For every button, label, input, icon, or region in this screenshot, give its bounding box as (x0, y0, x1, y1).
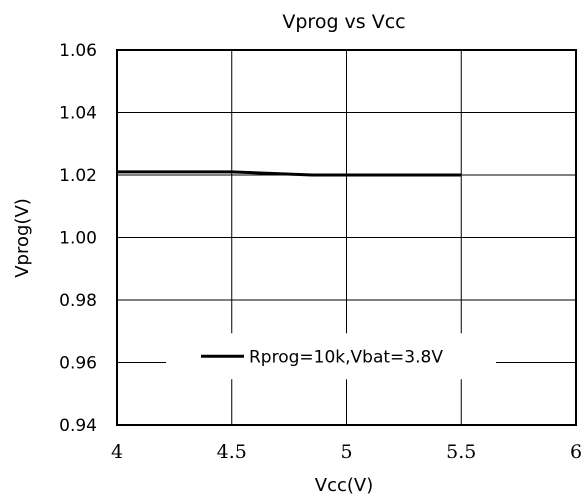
legend-label: Rprog=10k,Vbat=3.8V (249, 347, 443, 367)
y-tick-label: 1.02 (59, 166, 97, 186)
x-tick-label: 5.5 (446, 441, 476, 463)
x-tick-label: 6 (570, 441, 582, 463)
x-tick-label: 5 (340, 441, 352, 463)
y-axis-label: Vprog(V) (12, 198, 33, 278)
x-axis-label: Vcc(V) (315, 475, 373, 496)
y-tick-label: 0.94 (59, 416, 97, 436)
chart-title: Vprog vs Vcc (282, 11, 405, 33)
legend: Rprog=10k,Vbat=3.8V (166, 333, 496, 380)
plot-frame (116, 49, 577, 426)
y-tick-label: 0.96 (59, 354, 97, 374)
y-tick-label: 1.06 (59, 41, 97, 61)
y-tick-label: 0.98 (59, 291, 97, 311)
series-layer (117, 170, 462, 177)
x-tick-label: 4 (111, 441, 123, 463)
tick-layer: 4 4.5 5 5.5 6 0.94 0.96 0.98 1.00 1.02 1.04 1.06 (59, 41, 582, 463)
y-tick-label: 1.00 (59, 229, 97, 249)
series-line (117, 170, 462, 177)
y-tick-label: 1.04 (59, 104, 97, 124)
x-tick-label: 4.5 (217, 441, 247, 463)
